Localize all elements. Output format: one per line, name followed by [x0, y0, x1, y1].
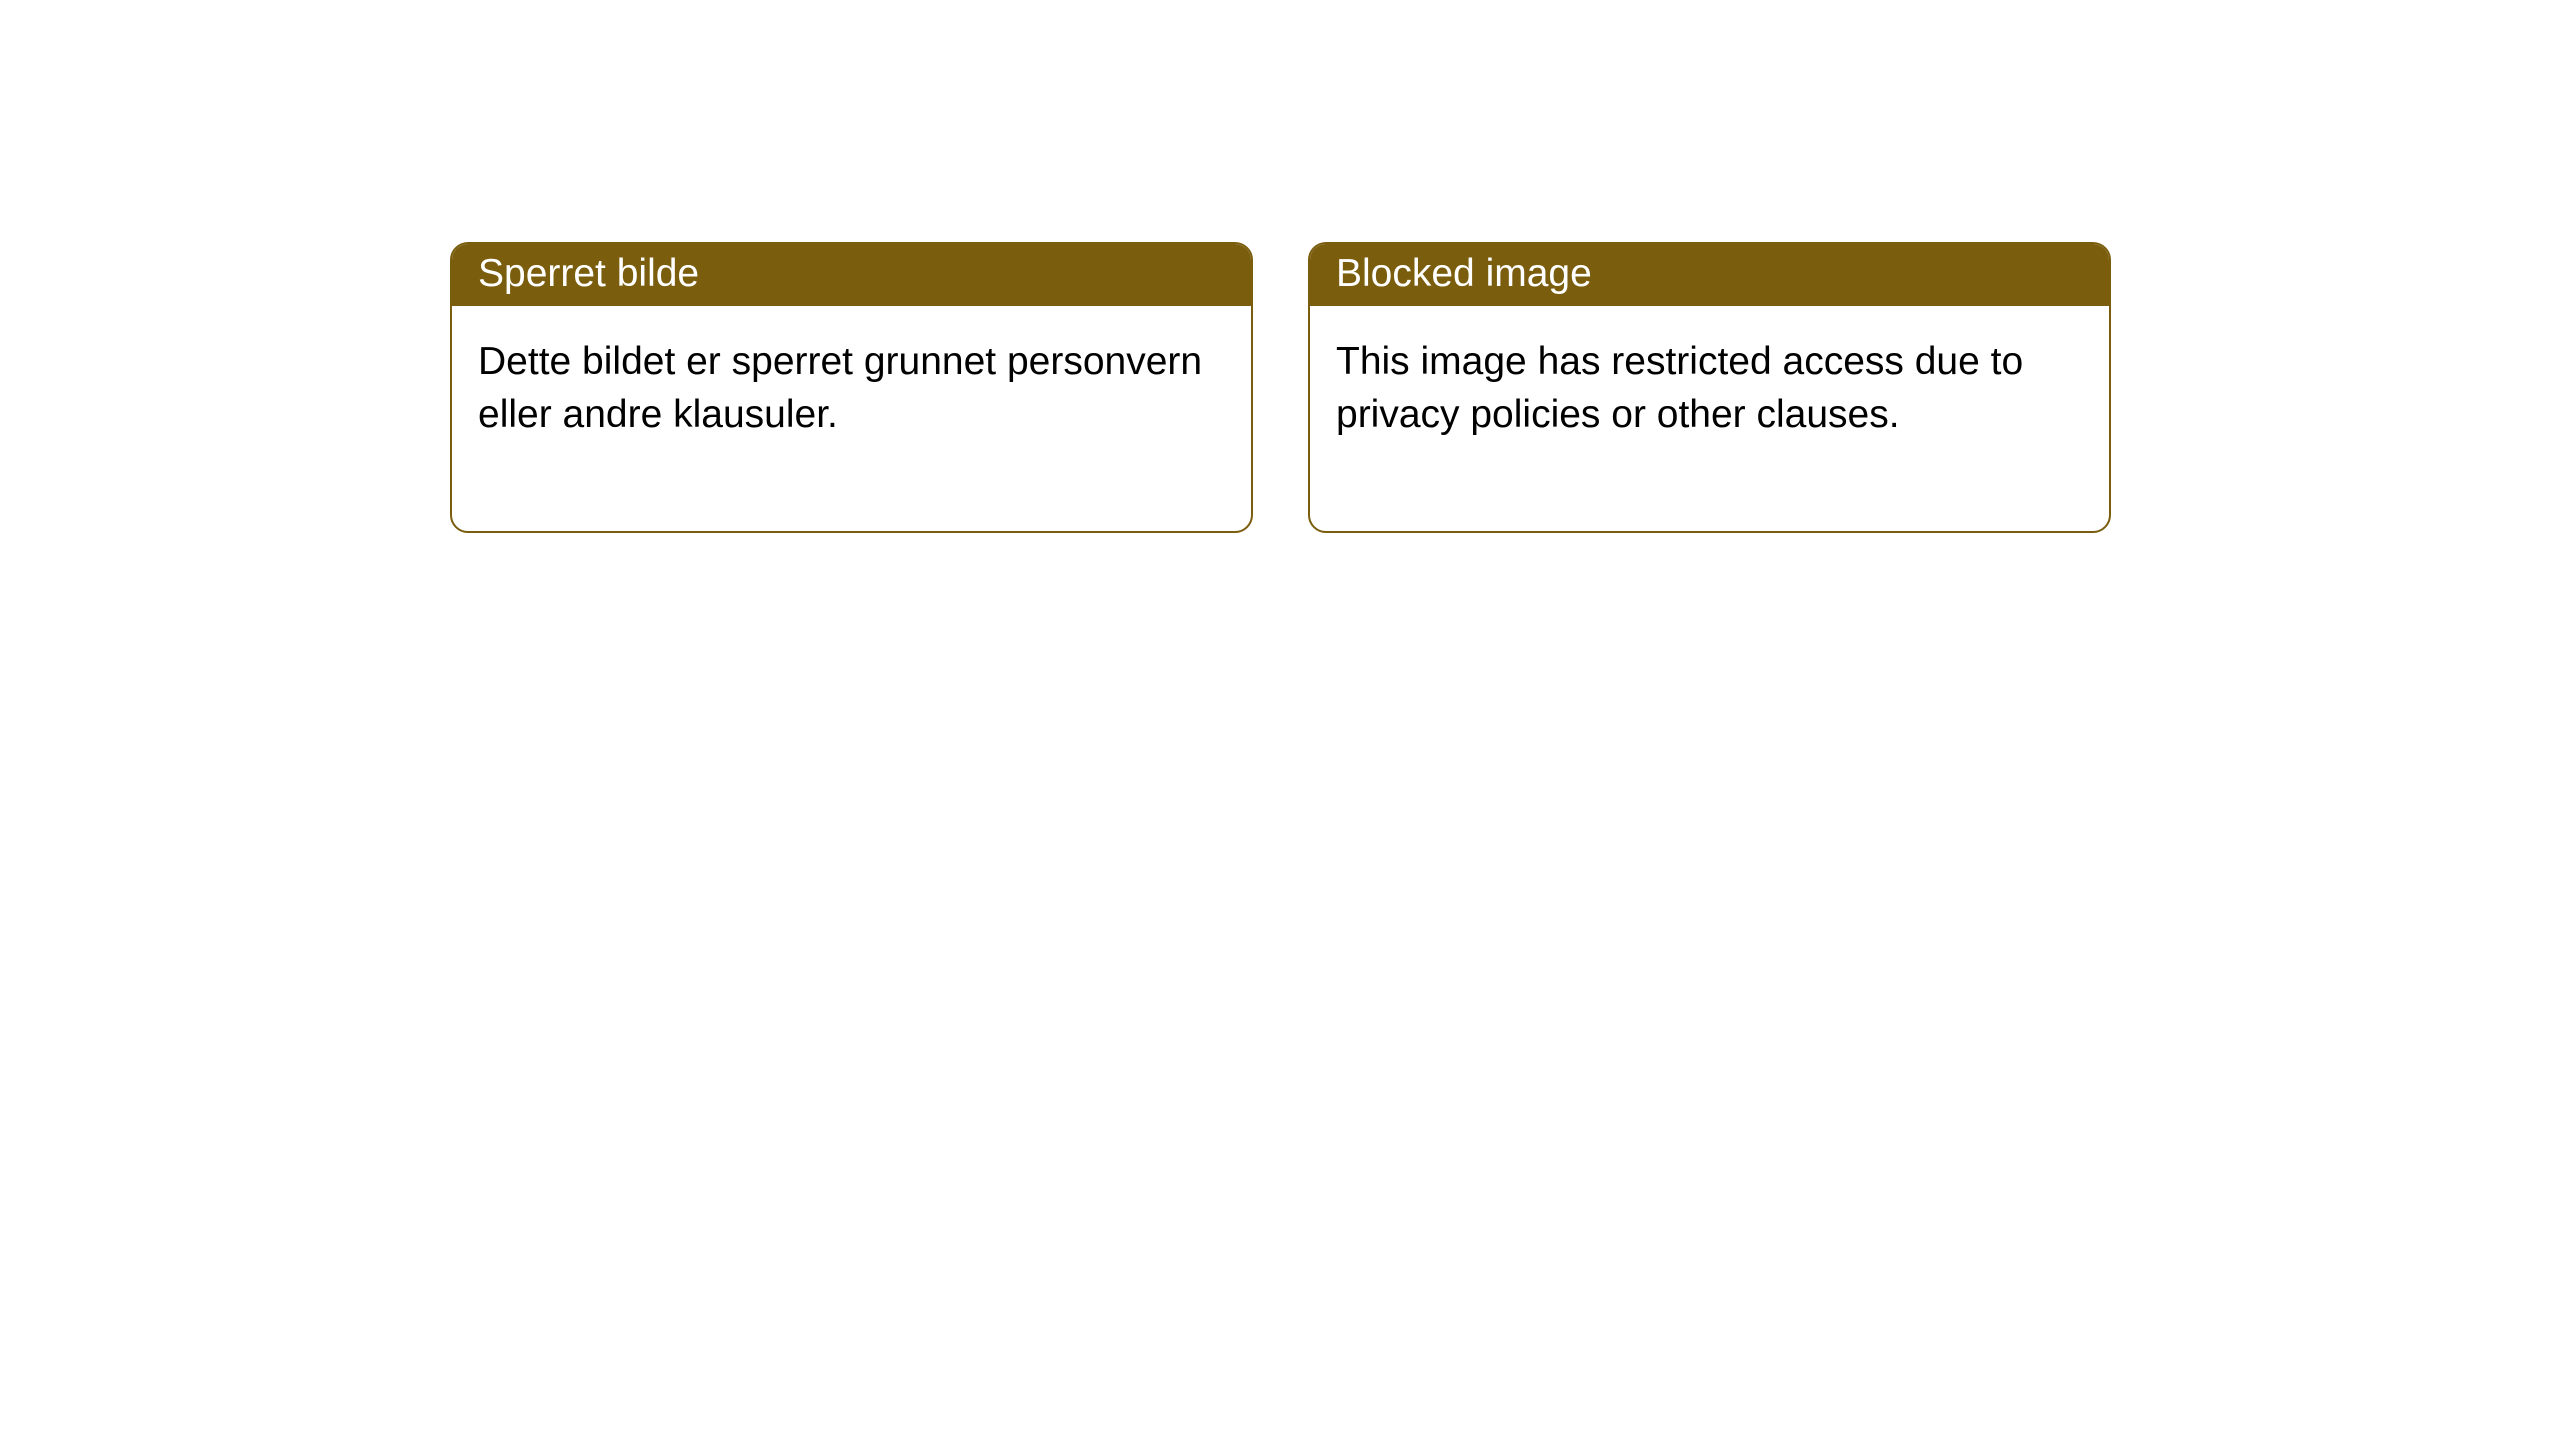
card-header: Sperret bilde: [452, 244, 1251, 306]
card-body-text: Dette bildet er sperret grunnet personve…: [478, 340, 1202, 436]
card-body-text: This image has restricted access due to …: [1336, 340, 2023, 436]
card-body: Dette bildet er sperret grunnet personve…: [452, 306, 1251, 531]
notice-container: Sperret bilde Dette bildet er sperret gr…: [0, 0, 2560, 533]
notice-card-norwegian: Sperret bilde Dette bildet er sperret gr…: [450, 242, 1253, 533]
card-title: Blocked image: [1336, 252, 1592, 295]
notice-card-english: Blocked image This image has restricted …: [1308, 242, 2111, 533]
card-header: Blocked image: [1310, 244, 2109, 306]
card-body: This image has restricted access due to …: [1310, 306, 2109, 531]
card-title: Sperret bilde: [478, 252, 699, 295]
